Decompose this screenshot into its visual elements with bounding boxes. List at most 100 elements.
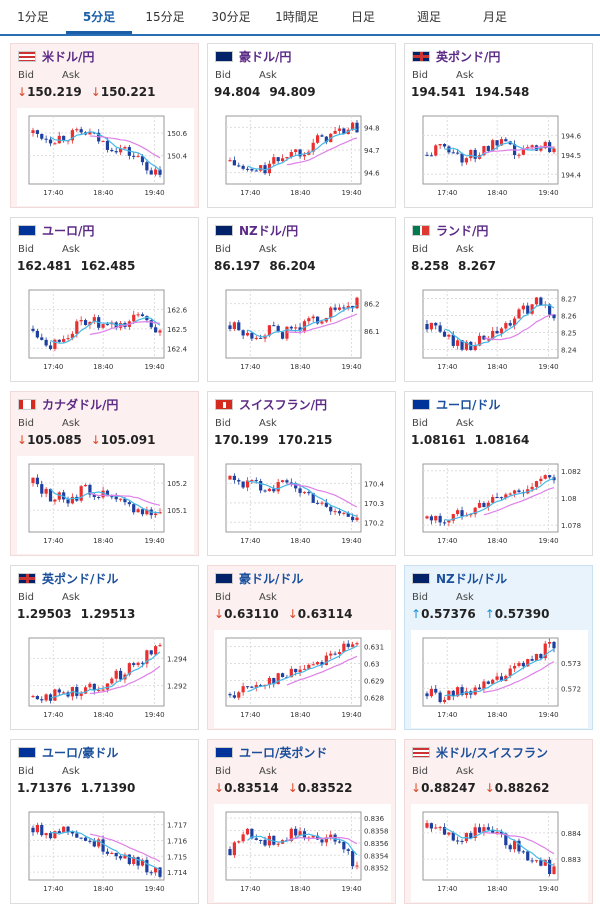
pair-name[interactable]: 米ドル/円 xyxy=(42,49,95,64)
candle-body xyxy=(530,486,534,490)
tab-7[interactable]: 月足 xyxy=(482,10,507,24)
pair-name[interactable]: ユーロ/円 xyxy=(42,223,95,238)
candle-body xyxy=(31,328,35,331)
candle-body xyxy=(469,514,473,516)
rate-card[interactable]: ユーロ/ドル Bid Ask 1.08161 1.08164 1.082 1.08 1.078… xyxy=(404,391,593,556)
candle-body xyxy=(70,130,75,141)
tab-5[interactable]: 日足 xyxy=(350,10,375,24)
candle-body xyxy=(92,494,96,497)
rate-card[interactable]: 英ポンド/円 Bid Ask 194.541 194.548 194.6 194.5 194.… xyxy=(404,43,593,208)
rate-card[interactable]: ランド/円 Bid Ask 8.258 8.267 8.27 8.26 8.25 8.24 17:… xyxy=(404,217,593,382)
rate-card[interactable]: ユーロ/円 Bid Ask 162.481 162.485 162.6 162.5 162.4… xyxy=(10,217,199,382)
rate-card[interactable]: 英ポンド/ドル Bid Ask 1.29503 1.29513 1.294 1.292 17:… xyxy=(10,565,199,730)
ask-label: Ask xyxy=(259,766,277,777)
pair-name[interactable]: 豪ドル/ドル xyxy=(239,571,304,586)
ask-label: Ask xyxy=(62,244,80,255)
pair-name[interactable]: スイスフラン/円 xyxy=(239,397,328,412)
candle-body xyxy=(434,515,438,521)
candle-body xyxy=(31,696,35,698)
tab-0[interactable]: 1分足 xyxy=(17,10,49,24)
candle-body xyxy=(263,839,267,846)
tab-1[interactable]: 5分足 xyxy=(66,0,132,34)
candle-body xyxy=(526,305,530,314)
pair-name[interactable]: ユーロ/英ポンド xyxy=(239,745,328,760)
price-row: 170.199 170.215 xyxy=(214,433,332,447)
rate-card[interactable]: ユーロ/英ポンド Bid Ask ↓0.83514 ↓0.83522 0.836 0.835… xyxy=(207,739,396,904)
candle-body xyxy=(123,147,127,149)
candle-body xyxy=(232,160,236,166)
ask-value: 150.221 xyxy=(100,85,156,99)
tab-6[interactable]: 週足 xyxy=(416,10,441,24)
pair-name[interactable]: 英ポンド/円 xyxy=(436,49,501,64)
x-tick-label: 18:40 xyxy=(93,885,113,893)
candle-body xyxy=(552,866,556,874)
candle-body xyxy=(88,683,92,688)
x-tick-label: 17:40 xyxy=(43,885,63,893)
candle-body xyxy=(324,655,328,666)
moving-average-short xyxy=(444,648,555,697)
candle-body xyxy=(44,138,48,140)
rate-card[interactable]: 米ドル/スイスフラン Bid Ask ↓0.88247 ↓0.88262 0.884 0.8… xyxy=(404,739,593,904)
candle-body xyxy=(254,838,258,840)
candle-body xyxy=(434,322,438,326)
bid-price: 1.29503 xyxy=(17,607,72,621)
candle-body xyxy=(460,153,464,163)
ask-label: Ask xyxy=(62,70,80,81)
pair-name[interactable]: ユーロ/豪ドル xyxy=(42,745,119,760)
x-tick-label: 17:40 xyxy=(43,711,63,719)
rate-card[interactable]: 豪ドル/ドル Bid Ask ↓0.63110 ↓0.63114 0.631 0.63 0.6… xyxy=(207,565,396,730)
pair-name[interactable]: ユーロ/ドル xyxy=(436,397,501,412)
bid-value: 0.88247 xyxy=(421,781,476,795)
candle-body xyxy=(241,481,245,488)
candle-body xyxy=(140,859,145,866)
pair-name[interactable]: NZドル/円 xyxy=(239,223,299,238)
candle-body xyxy=(149,872,153,874)
candle-body xyxy=(552,642,556,649)
tab-2[interactable]: 15分足 xyxy=(145,10,185,24)
candle-body xyxy=(451,690,455,697)
x-tick-label: 19:40 xyxy=(538,885,558,893)
tab-3[interactable]: 30分足 xyxy=(211,10,251,24)
candle-body xyxy=(447,520,451,523)
candle-body xyxy=(83,837,88,841)
candle-body xyxy=(486,827,490,830)
rate-card[interactable]: 米ドル/円 Bid Ask ↓150.219 ↓150.221 150.6 150.4 17:… xyxy=(10,43,199,208)
ask-label: Ask xyxy=(456,418,474,429)
candle-body xyxy=(320,839,324,843)
bid-value: 170.199 xyxy=(214,433,269,447)
pair-name[interactable]: ランド/円 xyxy=(436,223,489,238)
x-tick-label: 18:40 xyxy=(290,189,310,197)
candle-body xyxy=(294,828,298,836)
candle-body xyxy=(504,833,508,846)
y-tick-label: 94.7 xyxy=(364,147,380,155)
candle-body xyxy=(285,157,289,159)
card-header: ユーロ/ドル xyxy=(412,396,500,412)
bid-price: 170.199 xyxy=(214,433,269,447)
candle-body xyxy=(53,499,57,502)
x-tick-label: 17:40 xyxy=(240,711,260,719)
ask-price: 170.215 xyxy=(278,433,333,447)
tab-4[interactable]: 1時間足 xyxy=(275,10,319,24)
plot-frame xyxy=(225,463,362,533)
x-tick-label: 17:40 xyxy=(437,537,457,545)
pair-name[interactable]: 英ポンド/ドル xyxy=(42,571,119,586)
plot-frame xyxy=(225,637,362,707)
candle-body xyxy=(114,151,118,153)
x-tick-label: 17:40 xyxy=(437,363,457,371)
x-tick-label: 18:40 xyxy=(487,363,507,371)
rate-card[interactable]: 豪ドル/円 Bid Ask 94.804 94.809 94.8 94.7 94.6 17:40… xyxy=(207,43,396,208)
candle-body xyxy=(44,339,48,346)
rate-card[interactable]: カナダドル/円 Bid Ask ↓105.085 ↓105.091 105.2 105.1 1… xyxy=(10,391,199,556)
rate-card[interactable]: NZドル/ドル Bid Ask ↑0.57376 ↑0.57390 0.573 0.572 1… xyxy=(404,565,593,730)
rate-card[interactable]: ユーロ/豪ドル Bid Ask 1.71376 1.71390 1.717 1.716 1.7… xyxy=(10,739,199,904)
candle-body xyxy=(289,326,293,329)
ask-label: Ask xyxy=(259,244,277,255)
rate-card[interactable]: NZドル/円 Bid Ask 86.197 86.204 86.2 86.1 17:40 18:… xyxy=(207,217,396,382)
candle-body xyxy=(140,662,145,664)
rate-card[interactable]: スイスフラン/円 Bid Ask 170.199 170.215 170.4 170.3 17… xyxy=(207,391,396,556)
pair-name[interactable]: NZドル/ドル xyxy=(436,571,508,586)
pair-name[interactable]: 豪ドル/円 xyxy=(239,49,292,64)
pair-name[interactable]: 米ドル/スイスフラン xyxy=(436,745,549,760)
bid-value: 94.804 xyxy=(214,85,261,99)
pair-name[interactable]: カナダドル/円 xyxy=(42,397,119,412)
